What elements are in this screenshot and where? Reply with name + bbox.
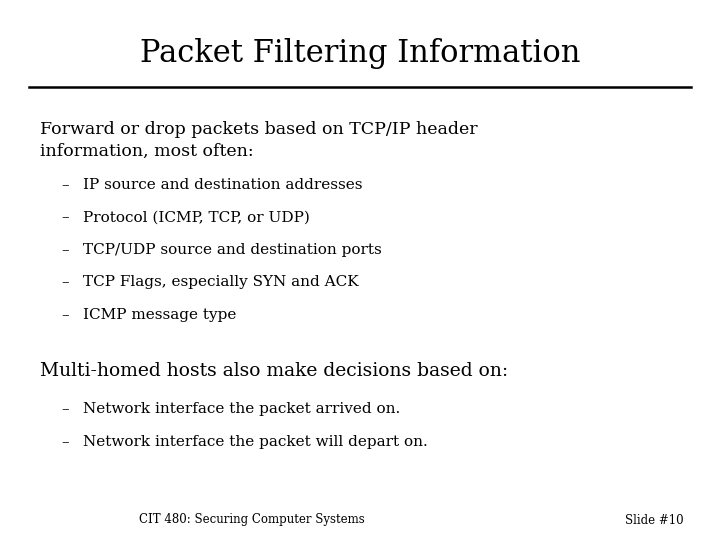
Text: ICMP message type: ICMP message type [83, 308, 236, 322]
Text: CIT 480: Securing Computer Systems: CIT 480: Securing Computer Systems [139, 514, 365, 526]
Text: Multi-homed hosts also make decisions based on:: Multi-homed hosts also make decisions ba… [40, 362, 508, 380]
Text: Packet Filtering Information: Packet Filtering Information [140, 38, 580, 69]
Text: TCP Flags, especially SYN and ACK: TCP Flags, especially SYN and ACK [83, 275, 359, 289]
Text: Protocol (ICMP, TCP, or UDP): Protocol (ICMP, TCP, or UDP) [83, 211, 310, 225]
Text: IP source and destination addresses: IP source and destination addresses [83, 178, 362, 192]
Text: Forward or drop packets based on TCP/IP header
information, most often:: Forward or drop packets based on TCP/IP … [40, 122, 477, 160]
Text: –: – [61, 178, 69, 192]
Text: –: – [61, 308, 69, 322]
Text: –: – [61, 275, 69, 289]
Text: TCP/UDP source and destination ports: TCP/UDP source and destination ports [83, 243, 382, 257]
Text: –: – [61, 402, 69, 416]
Text: –: – [61, 435, 69, 449]
Text: Network interface the packet will depart on.: Network interface the packet will depart… [83, 435, 428, 449]
Text: Network interface the packet arrived on.: Network interface the packet arrived on. [83, 402, 400, 416]
Text: –: – [61, 243, 69, 257]
Text: –: – [61, 211, 69, 225]
Text: Slide #10: Slide #10 [626, 514, 684, 526]
